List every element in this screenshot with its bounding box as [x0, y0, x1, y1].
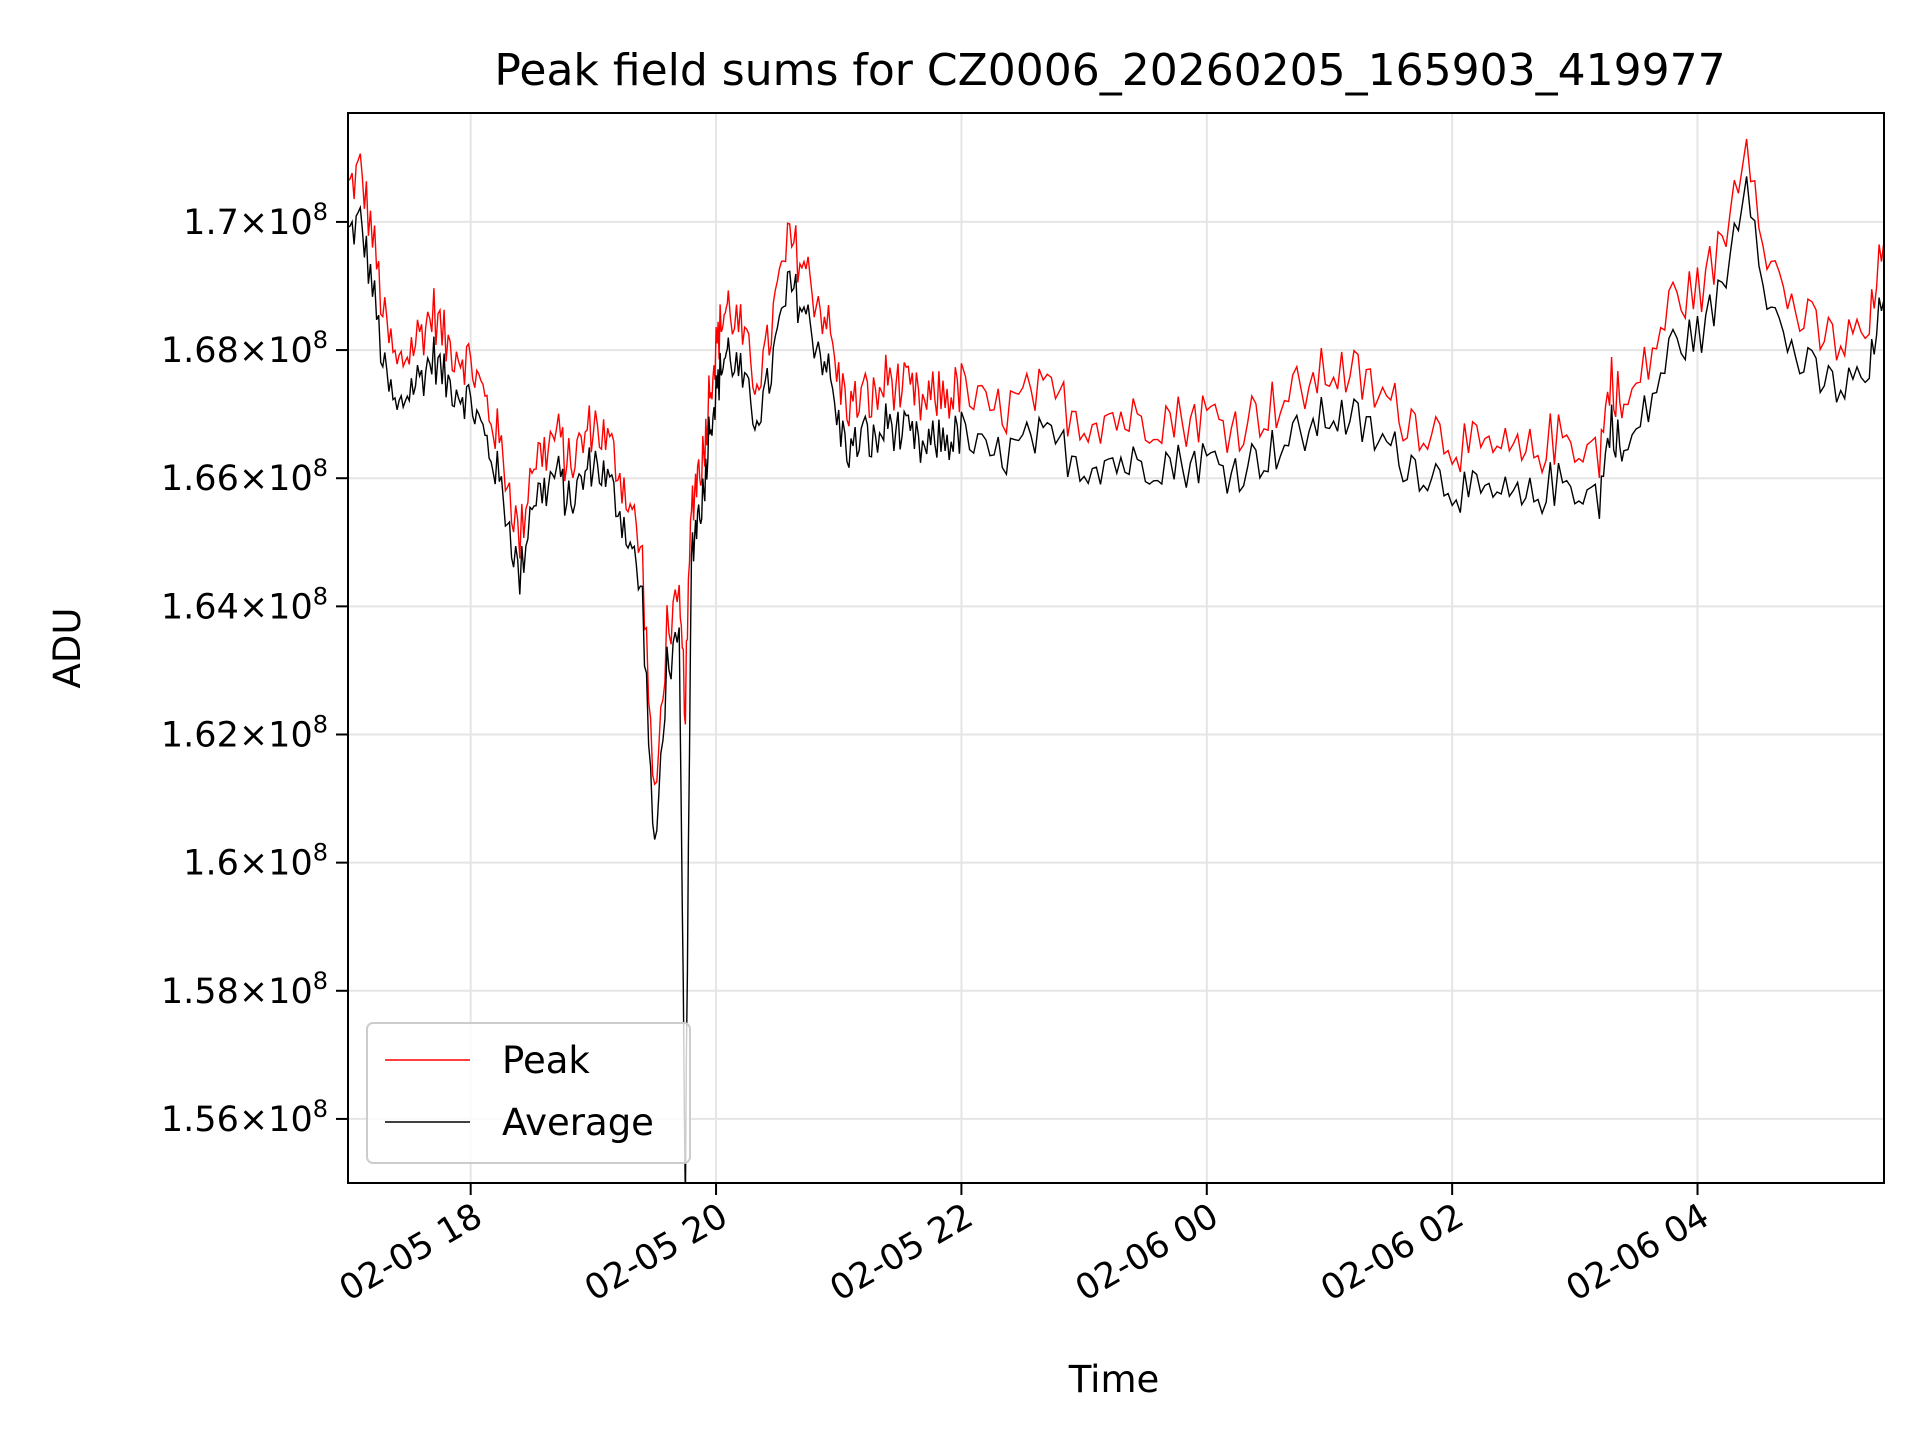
legend: Peak Average	[366, 1022, 691, 1164]
y-tick-label: 1.56×108	[161, 1095, 328, 1140]
y-tick-exponent: 8	[313, 326, 328, 354]
y-axis-label: ADU	[46, 608, 89, 689]
y-tick-label: 1.62×108	[161, 710, 328, 755]
y-tick-mantissa: 1.62	[161, 715, 239, 755]
y-tick-mantissa: 1.58	[161, 972, 239, 1012]
y-tick-mantissa: 1.64	[161, 587, 239, 627]
legend-label-average: Average	[502, 1101, 654, 1144]
legend-label-peak: Peak	[502, 1039, 590, 1082]
y-tick-exponent: 8	[313, 967, 328, 995]
y-tick-label: 1.66×108	[161, 454, 328, 499]
series-line-peak	[348, 138, 1884, 786]
y-tick-exponent: 8	[313, 582, 328, 610]
axes-frame	[347, 112, 1885, 1184]
y-tick-exponent: 8	[313, 198, 328, 226]
y-tick-exponent: 8	[313, 710, 328, 738]
plot-area	[348, 138, 1884, 1183]
y-tick-label: 1.58×108	[161, 967, 328, 1012]
legend-box	[366, 1022, 691, 1164]
y-tick-mantissa: 1.7	[183, 203, 239, 243]
y-tick-label: 1.6×108	[183, 839, 328, 884]
y-tick-label: 1.7×108	[183, 198, 328, 243]
y-tick-exponent: 8	[313, 839, 328, 867]
chart-title: Peak field sums for CZ0006_20260205_1659…	[494, 45, 1725, 96]
y-tick-mantissa: 1.56	[161, 1100, 239, 1140]
y-tick-label: 1.68×108	[161, 326, 328, 371]
x-axis-label: Time	[1068, 1358, 1160, 1401]
series-line-average	[348, 176, 1884, 1183]
y-tick-exponent: 8	[313, 1095, 328, 1123]
y-tick-mantissa: 1.6	[183, 844, 239, 884]
y-axis: 1.56×1081.58×1081.6×1081.62×1081.64×1081…	[161, 198, 348, 1140]
y-tick-mantissa: 1.68	[161, 331, 239, 371]
y-tick-exponent: 8	[313, 454, 328, 482]
y-tick-label: 1.64×108	[161, 582, 328, 627]
y-tick-mantissa: 1.66	[161, 459, 239, 499]
grid	[348, 113, 1884, 1183]
